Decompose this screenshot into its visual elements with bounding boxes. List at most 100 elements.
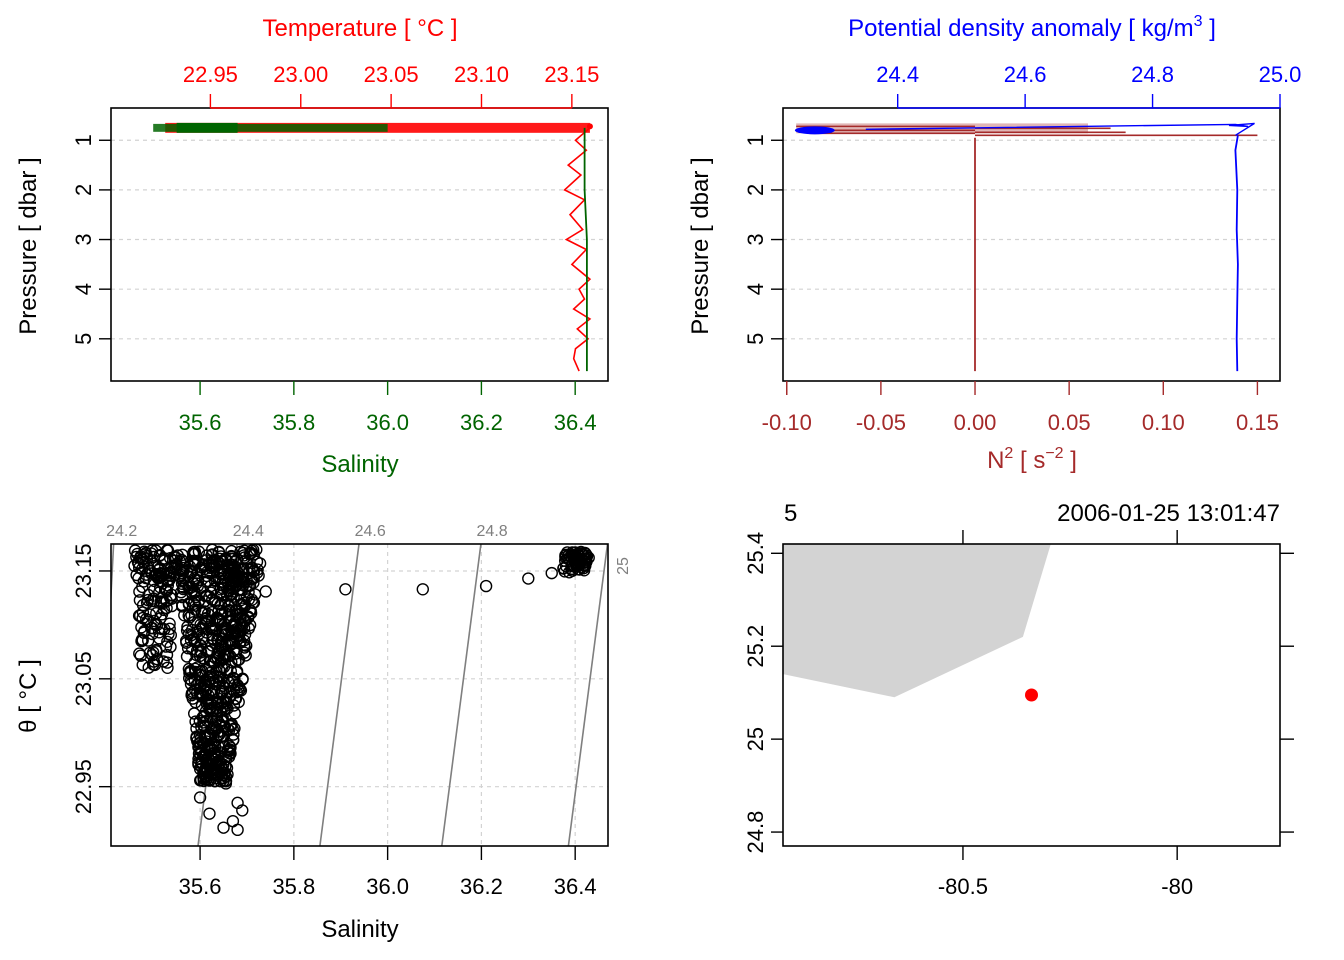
ts-cloud-point [574, 555, 588, 569]
ts-cloud-point [580, 555, 593, 568]
pressure-tick-label: 1 [71, 134, 96, 146]
density-surface-blob [794, 126, 835, 135]
ts-cloud-point [195, 699, 209, 713]
ts-cloud-point [142, 588, 155, 602]
ts-cloud-point [200, 663, 213, 676]
salinity-surface-band [153, 123, 388, 132]
ts-xtick-label: 36.4 [554, 874, 597, 899]
pressure-tick-label: 2 [71, 184, 96, 196]
ts-point-0 [259, 585, 272, 598]
ts-cloud-point [226, 552, 240, 566]
ts-cloud-point [243, 563, 256, 577]
ts-cloud-point [224, 589, 237, 602]
ts-cloud-point [230, 553, 244, 566]
ts-cloud-point [180, 650, 194, 663]
n2-axis-title: N2 [ s−2 ] [987, 445, 1077, 474]
isopycnal-label: 24.4 [233, 523, 264, 540]
ts-cloud-point [200, 569, 214, 583]
ts-cloud-point [199, 678, 213, 691]
station-marker [1025, 688, 1038, 702]
ts-cloud-point [217, 571, 230, 584]
ts-xtick-label: 35.6 [179, 874, 222, 899]
ts-cloud-point [206, 752, 219, 765]
ts-cloud-point [212, 546, 226, 559]
panel-profile-density-n2: Potential density anomaly [ kg/m3 ] N2 [… [687, 13, 1301, 474]
ts-cloud-point [203, 645, 216, 658]
ts-plot-area [111, 544, 608, 846]
ts-cloud-point [148, 560, 161, 573]
ts-cloud-point [149, 544, 163, 557]
ts-cloud-point [222, 724, 236, 737]
ts-cloud-point [135, 552, 149, 566]
n2-axis-title-unit-exponent: −2 [1045, 445, 1063, 462]
pressure-tick-label: 4 [71, 283, 96, 295]
ts-cloud-point [563, 552, 576, 566]
density-tick-label: 24.8 [1131, 62, 1174, 87]
ts-cloud-point [210, 674, 223, 687]
ts-cloud-point [184, 664, 198, 678]
ts-cloud-point [214, 759, 228, 772]
ts-point-7 [219, 777, 233, 790]
n2-axis-title-end: ] [1064, 447, 1077, 474]
temperature-tick-label: 23.05 [364, 62, 419, 87]
ts-cloud-point [141, 634, 155, 647]
n2-tick-label: 0.15 [1236, 410, 1279, 435]
ts-cloud-point [223, 690, 237, 703]
density-surface-line [865, 122, 1255, 136]
ts-cloud-point [192, 545, 206, 558]
ts-point-13 [193, 791, 207, 804]
temperature-surface-point [586, 123, 593, 130]
ts-xtick-label: 35.8 [272, 874, 315, 899]
temperature-tick-label: 23.15 [544, 62, 599, 87]
pressure-axis-title: Pressure [ dbar ] [15, 157, 42, 334]
ts-point-1 [339, 583, 352, 596]
ts-point-3 [479, 579, 493, 593]
theta-axis-title: θ [ °C ] [15, 659, 42, 733]
panel-ts-diagram: Salinity θ [ °C ] 24.2 24.4 24.6 24.8 25 35.6… [15, 523, 632, 943]
ts-plot-frame [110, 543, 609, 847]
ts-cloud-point [204, 747, 218, 760]
ts-cloud-point [158, 552, 171, 565]
ts-cloud-point [212, 612, 225, 625]
ts-cloud-point [236, 611, 250, 624]
ts-cloud-point [146, 658, 160, 671]
n2-tick-label: 0.10 [1142, 410, 1185, 435]
ts-cloud-point [218, 628, 231, 641]
ts-point-14 [203, 807, 216, 820]
ts-cloud-point [196, 651, 210, 665]
ts-cloud-point [160, 584, 174, 598]
ts-cloud-point [146, 627, 159, 641]
pressure-tick-label: 5 [71, 333, 96, 345]
temperature-tick-label: 23.10 [454, 62, 509, 87]
ts-cloud-point [225, 544, 238, 558]
density-axis-title: Potential density anomaly [ kg/m3 ] [848, 13, 1216, 42]
ts-cloud-point [161, 635, 174, 648]
pressure2-tick-label: 1 [743, 134, 768, 146]
ts-cloud-point [128, 559, 141, 572]
ts-cloud-point [203, 703, 216, 717]
ts-ytick-label: 23.05 [71, 651, 96, 706]
ts-cloud-point [204, 696, 217, 709]
ts-xtick-label: 36.2 [460, 874, 503, 899]
ts-cloud-point [181, 642, 195, 655]
ts-cloud-point [233, 623, 246, 636]
ts-cloud-point [188, 558, 202, 571]
ts-cloud-point [188, 595, 201, 608]
ts-cloud-point [145, 622, 158, 635]
ts-point-2 [416, 583, 429, 596]
salinity-tick-label: 36.2 [460, 410, 503, 435]
ts-cloud-point [161, 661, 174, 674]
isopycnal-label: 25 [615, 557, 632, 575]
ts-cloud-point [184, 673, 198, 687]
salinity-tick-label: 35.6 [179, 410, 222, 435]
ts-cloud-point [200, 626, 213, 639]
density-tick-label: 24.4 [876, 62, 919, 87]
ts-cloud-point [253, 557, 267, 570]
ts-cloud-point [212, 604, 225, 617]
ts-cloud-point [186, 692, 200, 705]
p1-plot-frame [110, 107, 609, 382]
ts-salinity-axis-title: Salinity [321, 916, 398, 943]
ts-cloud-point [179, 634, 193, 647]
ts-cloud-point [219, 760, 232, 773]
ts-cloud-point [212, 740, 225, 753]
